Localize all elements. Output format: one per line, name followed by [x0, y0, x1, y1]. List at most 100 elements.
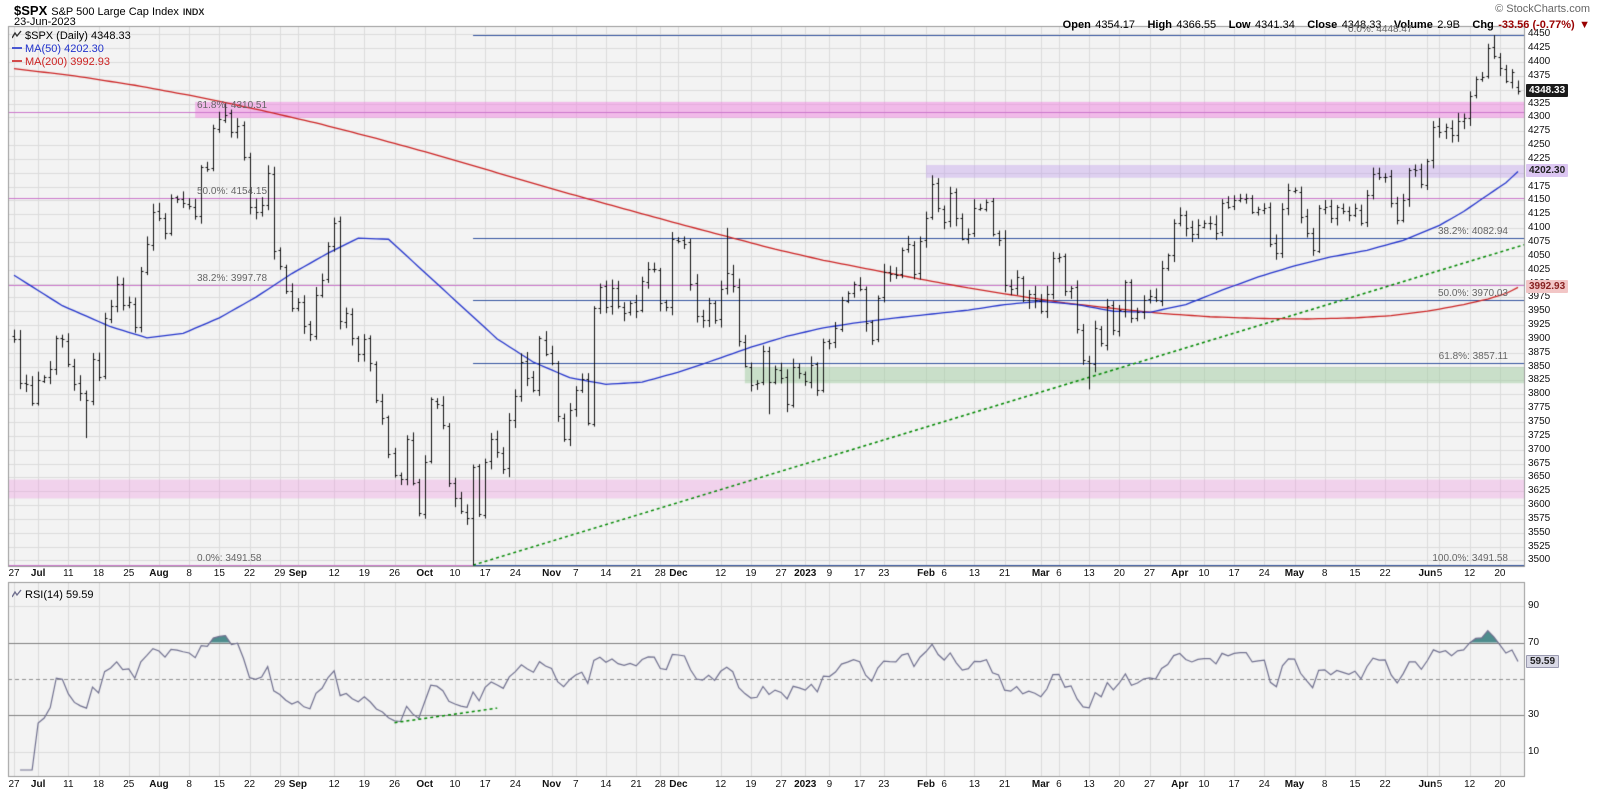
x-axis-label: 12: [715, 568, 727, 579]
x-axis-label: 13: [968, 779, 980, 790]
x-axis-label: Apr: [1171, 568, 1189, 579]
y-axis-tick: 4300: [1528, 111, 1551, 123]
rsi-legend: RSI(14) 59.59: [11, 585, 93, 604]
x-axis-label: 21: [999, 779, 1011, 790]
low-value: 4341.34: [1255, 19, 1295, 31]
chart-header: $SPX S&P 500 Large Cap Index INDX: [14, 2, 204, 20]
x-axis-label: 18: [92, 779, 105, 790]
x-axis-label: Jun: [1418, 779, 1437, 790]
ma200-line-icon: [12, 56, 22, 68]
x-axis-label: 17: [1228, 779, 1240, 790]
y-axis-tick: 4175: [1528, 180, 1551, 192]
y-axis-tick: 3875: [1528, 346, 1551, 358]
price-series-icon: [11, 30, 22, 42]
x-axis-label: 10: [449, 568, 461, 579]
x-axis-label: 29: [274, 779, 286, 790]
x-axis-label: 19: [358, 568, 370, 579]
x-axis-label: Sep: [288, 568, 308, 579]
y-axis-tick: 3625: [1528, 485, 1551, 497]
x-axis-label: 2023: [794, 568, 817, 579]
fib-retracement-label: 0.0%: 4448.47: [1348, 24, 1413, 35]
y-axis-tick: 3725: [1528, 429, 1551, 441]
x-axis-label: 21: [999, 568, 1011, 579]
ma50-legend-label: MA(50) 4202.30: [25, 43, 104, 55]
rsi-axis-tick: 30: [1528, 709, 1540, 721]
y-axis-tick: 4150: [1528, 194, 1551, 206]
ma200-legend-label: MA(200) 3992.93: [25, 56, 110, 68]
x-axis-label: 17: [479, 779, 491, 790]
x-axis-label: 26: [388, 779, 401, 790]
y-axis-tick: 3700: [1528, 443, 1551, 455]
x-axis-label: 12: [715, 779, 727, 790]
x-axis-label: 25: [123, 779, 135, 790]
x-axis-label: 27: [1143, 568, 1156, 579]
y-axis-tick: 3525: [1528, 540, 1551, 552]
x-axis-label: 7: [572, 568, 579, 579]
x-axis-label: 22: [1379, 779, 1391, 790]
fib-retracement-label: 61.8%: 3857.11: [1438, 350, 1508, 362]
y-axis-tick: 3550: [1528, 526, 1551, 538]
x-axis-label: Nov: [542, 568, 562, 579]
y-axis-tick: 3675: [1528, 457, 1551, 469]
x-axis-label: Nov: [542, 779, 562, 790]
exchange: INDX: [182, 7, 205, 17]
x-axis-label: 10: [449, 779, 461, 790]
ma50-line-icon: [12, 43, 22, 55]
symbol-name: S&P 500 Large Cap Index: [51, 6, 179, 18]
x-axis-label: May: [1284, 568, 1305, 579]
x-axis-label: Feb: [917, 779, 935, 790]
volume-value: 2.9B: [1437, 19, 1460, 31]
x-axis-label: 24: [509, 779, 521, 790]
y-axis-tick: 4025: [1528, 263, 1551, 275]
rsi-axis-tick: 10: [1528, 745, 1540, 757]
x-axis-label: 27: [1143, 779, 1156, 790]
last-price-badge: 4202.30: [1526, 164, 1569, 178]
x-axis-label: 20: [1494, 568, 1506, 579]
price-legend-label: $SPX (Daily) 4348.33: [25, 30, 131, 42]
x-axis-label: 20: [1113, 568, 1125, 579]
y-axis-tick: 4125: [1528, 208, 1551, 220]
x-axis-label: Apr: [1171, 779, 1189, 790]
fib-retracement-label: 50.0%: 4154.15: [197, 186, 268, 198]
x-axis-label: 24: [1258, 779, 1270, 790]
x-axis-label: 13: [1083, 568, 1095, 579]
x-axis-label: 24: [509, 568, 521, 579]
y-axis-tick: 3825: [1528, 374, 1551, 386]
fib-retracement-label: 38.2%: 4082.94: [1437, 225, 1508, 237]
x-axis-label: 26: [388, 568, 401, 579]
y-axis-tick: 3775: [1528, 402, 1551, 414]
rsi-axis-tick: 90: [1528, 600, 1540, 612]
x-axis-label: 6: [1056, 779, 1062, 790]
x-axis-label: 19: [358, 779, 370, 790]
y-axis-tick: 4050: [1528, 249, 1551, 261]
x-axis-label: 27: [775, 568, 787, 579]
chg-label: Chg: [1472, 19, 1494, 31]
x-axis-label: 12: [328, 568, 340, 579]
x-axis-label: 12: [328, 779, 340, 790]
x-axis-label: Dec: [669, 779, 688, 790]
x-axis-label: Oct: [416, 568, 434, 579]
last-price-badge: 3992.93: [1526, 280, 1569, 294]
x-axis-label: 2023: [794, 779, 817, 790]
y-axis-tick: 4450: [1528, 28, 1551, 40]
x-axis-label: 6: [941, 568, 947, 579]
rsi-series-icon: [11, 586, 22, 604]
fib-retracement-label: 0.0%: 3491.58: [197, 553, 262, 565]
y-axis-tick: 3500: [1528, 554, 1551, 566]
x-axis-label: 22: [244, 568, 256, 579]
x-axis-label: Aug: [149, 568, 169, 579]
rsi-axis-tick: 70: [1528, 636, 1540, 648]
chg-value: -33.56 (-0.77%): [1498, 19, 1575, 31]
x-axis-label: Dec: [669, 568, 688, 579]
x-axis-label: 13: [1083, 779, 1095, 790]
x-axis-label: 27: [775, 779, 787, 790]
y-axis-tick: 4400: [1528, 56, 1551, 67]
x-axis-label: 22: [244, 779, 256, 790]
x-axis-label: 27: [8, 779, 20, 790]
x-axis-label: Mar: [1031, 568, 1050, 579]
x-axis-label: 8: [1321, 568, 1328, 579]
y-axis-tick: 3800: [1528, 388, 1551, 400]
y-axis-tick: 3650: [1528, 471, 1551, 483]
